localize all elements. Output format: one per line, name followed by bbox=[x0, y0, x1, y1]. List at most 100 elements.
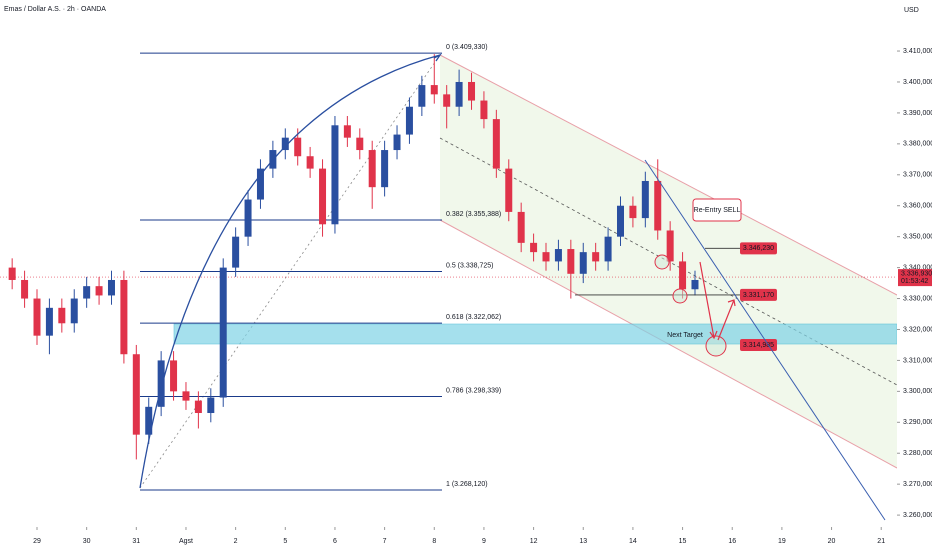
y-tick-label: 3.350,000 bbox=[903, 234, 932, 241]
candle-body bbox=[319, 168, 327, 225]
note: Re-Entry SELL bbox=[694, 207, 741, 214]
y-tick-label: 3.410,000 bbox=[903, 48, 932, 55]
y-tick-label: 3.280,000 bbox=[903, 450, 932, 457]
x-tick-label: 7 bbox=[383, 538, 387, 545]
fib-label: 0.786 (3.298,339) bbox=[446, 387, 501, 394]
tag-label: 3.331,170 bbox=[743, 292, 774, 299]
x-tick-label: 29 bbox=[33, 538, 41, 545]
chart-title: Emas / Dollar A.S. · 2h · OANDA bbox=[4, 6, 106, 13]
circle bbox=[705, 335, 727, 357]
candle-body bbox=[567, 249, 575, 274]
candle-body bbox=[157, 360, 165, 407]
candle-body bbox=[641, 180, 649, 219]
candle-body bbox=[120, 279, 128, 355]
x-tick-label: 5 bbox=[283, 538, 287, 545]
candle-body bbox=[381, 150, 389, 188]
candle-body bbox=[21, 279, 29, 299]
candle-body bbox=[604, 236, 612, 262]
candle-body bbox=[145, 406, 153, 435]
fib-label: 0 (3.409,330) bbox=[446, 44, 488, 51]
time-axis bbox=[0, 527, 932, 550]
arc-arrow bbox=[433, 53, 442, 62]
candle-body bbox=[418, 85, 426, 107]
x-tick-label: 20 bbox=[828, 538, 836, 545]
candle-body bbox=[468, 81, 476, 101]
countdown: 01:53:42 bbox=[901, 278, 928, 285]
x-tick-label: 14 bbox=[629, 538, 637, 545]
x-tick-label: 9 bbox=[482, 538, 486, 545]
current-price-box bbox=[898, 269, 932, 287]
candle-body bbox=[232, 236, 240, 268]
candle-body bbox=[331, 125, 339, 225]
candle-body bbox=[480, 100, 488, 120]
circle bbox=[654, 254, 670, 270]
x-tick-label: 6 bbox=[333, 538, 337, 545]
y-tick-label: 3.260,000 bbox=[903, 512, 932, 519]
candle-body bbox=[579, 252, 587, 274]
candle-body bbox=[70, 298, 78, 324]
candle-body bbox=[256, 168, 264, 200]
x-tick-label: 8 bbox=[432, 538, 436, 545]
candle-body bbox=[8, 267, 16, 280]
candle-body bbox=[592, 252, 600, 262]
y-tick-label: 3.400,000 bbox=[903, 79, 932, 86]
candle-body bbox=[393, 134, 401, 151]
x-tick-label: 15 bbox=[679, 538, 687, 545]
y-tick-label: 3.270,000 bbox=[903, 481, 932, 488]
candle-body bbox=[219, 267, 227, 398]
candle-body bbox=[430, 85, 438, 95]
fib-label: 0.618 (3.322,062) bbox=[446, 314, 501, 321]
y-tick-label: 3.380,000 bbox=[903, 141, 932, 148]
candle-body bbox=[194, 400, 202, 414]
note: Next Target bbox=[667, 332, 703, 339]
fib-label: 0.382 (3.355,388) bbox=[446, 211, 501, 218]
x-tick-label: 2 bbox=[234, 538, 238, 545]
x-tick-label: 19 bbox=[778, 538, 786, 545]
y-tick-label: 3.340,000 bbox=[903, 264, 932, 271]
candle-body bbox=[170, 360, 178, 392]
circle bbox=[672, 288, 688, 304]
candle-body bbox=[207, 397, 215, 414]
x-tick-label: Agst bbox=[179, 538, 193, 545]
y-tick-label: 3.330,000 bbox=[903, 295, 932, 302]
arc bbox=[139, 54, 441, 489]
x-tick-label: 30 bbox=[83, 538, 91, 545]
x-tick-label: 16 bbox=[728, 538, 736, 545]
x-tick-label: 21 bbox=[877, 538, 885, 545]
candle-body bbox=[405, 106, 413, 135]
candle-body bbox=[679, 261, 687, 290]
candle-body bbox=[306, 156, 314, 169]
currency: USD bbox=[904, 7, 919, 14]
x-tick-label: 31 bbox=[132, 538, 140, 545]
tag-box bbox=[740, 288, 777, 301]
x-tick-label: 13 bbox=[579, 538, 587, 545]
arrow bbox=[717, 299, 736, 341]
tag-label: 3.314,985 bbox=[743, 342, 774, 349]
y-tick-label: 3.320,000 bbox=[903, 326, 932, 333]
candle-body bbox=[542, 252, 550, 262]
y-tick-label: 3.290,000 bbox=[903, 419, 932, 426]
candle-body bbox=[83, 286, 91, 299]
candle-body bbox=[517, 211, 525, 243]
trend-line bbox=[644, 159, 886, 521]
candle-body bbox=[343, 125, 351, 138]
candle-body bbox=[455, 81, 463, 107]
candle-body bbox=[281, 137, 289, 151]
channel-upper bbox=[439, 54, 898, 296]
x-tick-label: 12 bbox=[530, 538, 538, 545]
y-tick-label: 3.360,000 bbox=[903, 203, 932, 210]
candle-body bbox=[492, 119, 500, 169]
fib-label: 0.5 (3.338,725) bbox=[446, 262, 493, 269]
candle-body bbox=[666, 230, 674, 262]
candle-body bbox=[691, 279, 699, 290]
candle-body bbox=[58, 307, 66, 324]
candle-body bbox=[505, 168, 513, 212]
candle-body bbox=[95, 286, 103, 296]
candle-body bbox=[45, 307, 53, 336]
tag-box bbox=[740, 338, 777, 351]
y-tick-label: 3.300,000 bbox=[903, 388, 932, 395]
candle-body bbox=[244, 199, 252, 237]
target-zone bbox=[173, 323, 898, 345]
y-tick-label: 3.310,000 bbox=[903, 357, 932, 364]
